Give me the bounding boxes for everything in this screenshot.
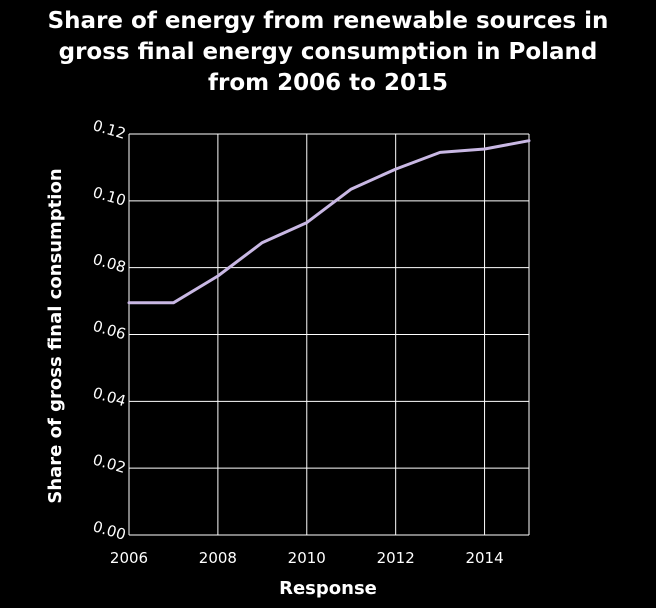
y-tick-label: 0.06	[91, 317, 128, 344]
chart-title-line-3: from 2006 to 2015	[208, 70, 448, 96]
tick-labels: 2006 2008 2010 2012 2014 0.00 0.02 0.04 0.06 0.08…	[91, 116, 504, 567]
chart-title-line-2: gross final energy consumption in Poland	[59, 39, 598, 65]
x-tick-label: 2010	[288, 549, 326, 567]
y-tick-label: 0.02	[91, 451, 128, 478]
x-tick-label: 2006	[110, 549, 148, 567]
x-axis-label: Response	[279, 578, 377, 599]
chart-title: Share of energy from renewable sources i…	[48, 8, 609, 96]
y-tick-label: 0.00	[91, 517, 128, 544]
grid	[128, 133, 530, 536]
y-tick-label: 0.08	[91, 250, 128, 277]
series-line	[127, 139, 531, 305]
chart-title-line-1: Share of energy from renewable sources i…	[48, 8, 609, 34]
series-layer	[127, 139, 531, 305]
y-tick-label: 0.12	[91, 116, 128, 143]
x-tick-label: 2008	[199, 549, 237, 567]
y-tick-label: 0.04	[91, 384, 128, 411]
y-axis-label: Share of gross final consumption	[45, 168, 66, 503]
x-tick-label: 2014	[465, 549, 503, 567]
y-tick-label: 0.10	[91, 183, 128, 210]
x-tick-label: 2012	[377, 549, 415, 567]
